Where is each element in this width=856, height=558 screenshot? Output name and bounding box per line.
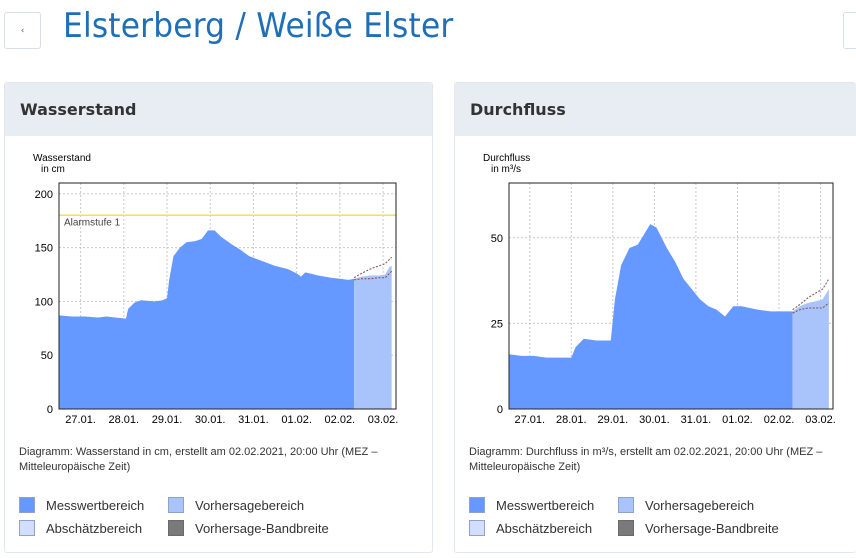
x-tick-label: 02.02. — [764, 414, 795, 426]
x-tick-label: 02.02. — [325, 414, 356, 426]
chart-legend: Messwertbereich Vorhersagebereich Abschä… — [469, 497, 856, 547]
band-lower-line — [354, 270, 393, 281]
legend-swatch-estimate — [469, 520, 485, 536]
y-tick-label: 25 — [491, 318, 503, 330]
x-tick-label: 27.01. — [514, 414, 545, 426]
legend-label: Messwertbereich — [496, 497, 595, 513]
back-button[interactable]: ‹ — [4, 12, 41, 49]
legend-label: Messwertbereich — [46, 497, 145, 513]
y-tick-label: 150 — [35, 243, 53, 255]
legend-forecast: Vorhersagebereich — [168, 497, 304, 513]
legend-swatch-forecast — [618, 497, 634, 513]
card-header: Durchfluss — [455, 83, 856, 136]
measured-area — [509, 224, 793, 409]
x-tick-label: 27.01. — [65, 414, 96, 426]
legend-swatch-estimate — [19, 520, 35, 536]
legend-label: Abschätzbereich — [496, 520, 593, 536]
y-tick-label: 50 — [491, 233, 503, 245]
forecast-area — [792, 289, 829, 409]
y-tick-label: 0 — [497, 404, 503, 416]
plot-frame — [58, 182, 397, 410]
card-header: Wasserstand — [5, 83, 432, 136]
y-axis-unit: in m³/s — [491, 164, 521, 175]
y-tick-label: 100 — [35, 296, 53, 308]
legend-swatch-bandwidth — [168, 520, 184, 536]
legend-label: Abschätzbereich — [46, 520, 143, 536]
x-tick-label: 01.02. — [281, 414, 312, 426]
legend-estimate: Abschätzbereich — [19, 520, 142, 536]
band-upper-line — [353, 256, 393, 279]
x-tick-label: 30.01. — [639, 414, 670, 426]
durchfluss-card: Durchfluss Durchfluss in m³/s 0 25 50 27.01. 2… — [454, 82, 856, 553]
chevron-left-icon: ‹ — [20, 25, 25, 36]
legend-label: Vorhersage-Bandbreite — [645, 520, 779, 536]
x-tick-label: 01.02. — [722, 414, 753, 426]
y-axis-label: Wasserstand — [33, 153, 91, 164]
card-title: Wasserstand — [20, 100, 137, 119]
alarm-label: Alarmstufe 1 — [64, 217, 121, 228]
legend-label: Vorhersagebereich — [645, 497, 755, 513]
band-upper-line — [792, 278, 830, 311]
x-tick-label: 31.01. — [238, 414, 269, 426]
card-title: Durchfluss — [470, 100, 566, 119]
legend-measured: Messwertbereich — [469, 497, 594, 513]
wasserstand-card: Wasserstand Wasserstand in cm 0 50 100 150 200… — [4, 82, 433, 553]
page-title: Elsterberg / Weiße Elster — [63, 6, 454, 46]
x-tick-label: 29.01. — [598, 414, 629, 426]
legend-label: Vorhersage-Bandbreite — [195, 520, 329, 536]
legend-label: Vorhersagebereich — [195, 497, 305, 513]
measured-area — [59, 230, 355, 409]
y-tick-label: 200 — [35, 189, 53, 201]
legend-swatch-measured — [19, 497, 35, 513]
legend-bandwidth: Vorhersage-Bandbreite — [618, 520, 779, 536]
x-tick-label: 29.01. — [152, 414, 183, 426]
x-tick-label: 31.01. — [681, 414, 712, 426]
legend-measured: Messwertbereich — [19, 497, 144, 513]
x-tick-label: 03.02. — [805, 414, 836, 426]
plot-frame — [508, 182, 834, 410]
y-axis-unit: in cm — [41, 164, 65, 175]
legend-forecast: Vorhersagebereich — [618, 497, 754, 513]
forecast-area — [354, 265, 392, 409]
y-tick-label: 50 — [41, 350, 53, 362]
chart-caption: Diagramm: Wasserstand in cm, erstellt am… — [19, 446, 378, 473]
y-tick-label: 0 — [47, 404, 53, 416]
legend-swatch-measured — [469, 497, 485, 513]
band-lower-line — [792, 302, 830, 314]
x-tick-label: 28.01. — [109, 414, 140, 426]
chart-legend: Messwertbereich Vorhersagebereich Abschä… — [19, 497, 419, 547]
legend-bandwidth: Vorhersage-Bandbreite — [168, 520, 329, 536]
x-tick-label: 28.01. — [556, 414, 587, 426]
legend-swatch-bandwidth — [618, 520, 634, 536]
next-button[interactable] — [843, 12, 856, 49]
x-tick-label: 30.01. — [195, 414, 226, 426]
chart-caption: Diagramm: Durchfluss in m³/s, erstellt a… — [469, 446, 823, 473]
legend-swatch-forecast — [168, 497, 184, 513]
legend-estimate: Abschätzbereich — [469, 520, 592, 536]
y-axis-label: Durchfluss — [483, 153, 530, 164]
x-tick-label: 03.02. — [368, 414, 399, 426]
